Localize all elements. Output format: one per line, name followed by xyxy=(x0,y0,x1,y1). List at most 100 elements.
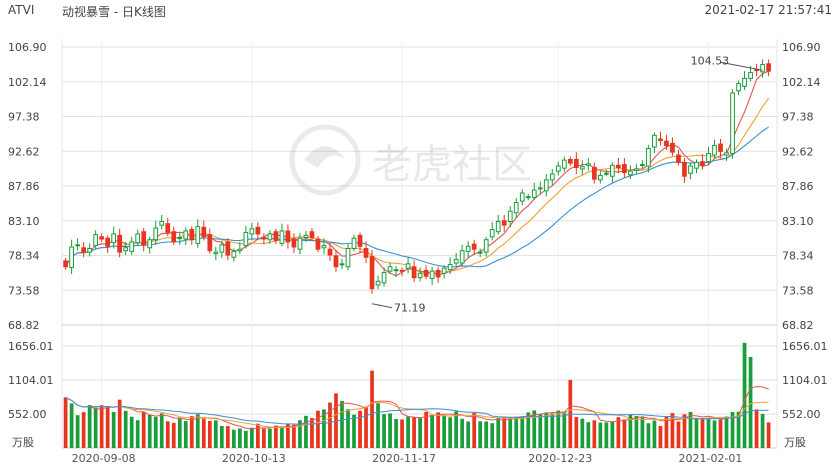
candle-body xyxy=(123,247,129,252)
volume-bar xyxy=(562,411,567,448)
price-tick-label-left: 92.62 xyxy=(8,145,40,158)
volume-bar xyxy=(256,423,260,448)
volume-bar xyxy=(424,411,428,448)
candle-body xyxy=(201,226,207,238)
candle-body xyxy=(561,159,567,169)
volume-bar xyxy=(586,422,591,448)
candle-body xyxy=(333,255,339,268)
date-tick-label: 2020-10-13 xyxy=(222,452,286,465)
volume-bar xyxy=(448,417,453,448)
candle-body xyxy=(255,226,261,235)
candle-body xyxy=(189,229,195,241)
volume-unit-right: 万股 xyxy=(784,436,806,449)
candle-body xyxy=(634,168,639,171)
grid-lines xyxy=(61,39,778,449)
ma20-line xyxy=(65,126,769,268)
volume-bar xyxy=(147,415,152,448)
candle-body xyxy=(111,233,117,244)
watermark: 老虎社区 xyxy=(289,124,532,196)
volume-bar xyxy=(262,428,266,448)
date-tick-label: 2020-09-08 xyxy=(72,452,136,465)
candle-body xyxy=(285,230,291,243)
candle-body xyxy=(171,231,177,243)
price-tick-label-left: 78.34 xyxy=(8,250,40,263)
candle-body xyxy=(640,164,645,167)
volume-bar xyxy=(412,417,416,448)
volume-bar xyxy=(760,413,765,448)
volume-bar xyxy=(394,419,398,448)
volume-bar xyxy=(748,356,753,448)
candlesticks xyxy=(63,59,771,294)
volume-bar xyxy=(580,418,585,448)
candle-body xyxy=(69,246,74,268)
volume-bar xyxy=(75,415,80,448)
price-tick-label-right: 87.86 xyxy=(782,180,814,193)
candle-body xyxy=(411,266,417,279)
chart-title: 动视暴雪 - 日K线图 xyxy=(62,5,166,19)
volume-bar xyxy=(201,418,206,448)
candle-body xyxy=(351,237,357,249)
price-tick-label-left: 83.10 xyxy=(8,215,40,228)
candle-body xyxy=(489,229,495,238)
volume-bar xyxy=(268,428,272,448)
volume-bar xyxy=(556,410,561,448)
volume-bar xyxy=(69,403,74,448)
price-tick-label-right: 78.34 xyxy=(782,250,814,263)
candle-body xyxy=(676,154,681,163)
volume-unit-left: 万股 xyxy=(12,436,34,449)
candle-body xyxy=(339,263,345,266)
volume-bar xyxy=(117,399,122,448)
price-tick-label-right: 102.14 xyxy=(782,76,821,89)
candle-body xyxy=(249,228,255,235)
watermark-logo-mark xyxy=(304,146,346,168)
volume-ma-lines xyxy=(65,386,769,430)
volume-bar xyxy=(237,428,242,448)
candle-body xyxy=(531,189,537,198)
candle-body xyxy=(694,161,699,169)
candle-body xyxy=(63,260,68,268)
stock-symbol: ATVI xyxy=(8,3,35,17)
volume-bar xyxy=(328,402,332,448)
candle-body xyxy=(225,241,231,256)
candle-body xyxy=(375,280,381,286)
timestamp: 2021-02-17 21:57:41 xyxy=(704,3,832,17)
candle-body xyxy=(441,267,447,274)
volume-tick-label-left: 1656.01 xyxy=(8,340,54,353)
candle-body xyxy=(700,161,705,166)
candle-body xyxy=(159,220,165,226)
candle-body xyxy=(591,166,597,180)
candle-body xyxy=(345,247,351,268)
volume-bar xyxy=(346,409,350,448)
candle-body xyxy=(381,272,387,284)
candle-body xyxy=(471,243,477,250)
volume-bar xyxy=(99,405,104,448)
volume-ma10-line xyxy=(65,396,769,429)
volume-bar xyxy=(93,407,98,448)
candle-body xyxy=(567,158,573,164)
candle-body xyxy=(519,192,525,202)
volume-bar xyxy=(472,412,477,448)
candle-body xyxy=(387,266,393,272)
volume-bar xyxy=(718,419,723,448)
volume-bar xyxy=(454,411,459,448)
candle-body xyxy=(357,234,363,247)
high-annotation-label: 104.53 xyxy=(691,54,730,67)
candle-body xyxy=(195,226,201,244)
volume-bar xyxy=(298,420,302,448)
volume-bar xyxy=(280,427,284,448)
volume-bar xyxy=(724,416,729,448)
volume-bar xyxy=(700,418,705,448)
price-tick-label-right: 83.10 xyxy=(782,215,814,228)
volume-bar xyxy=(658,425,663,448)
volume-bar xyxy=(676,421,681,448)
candle-body xyxy=(537,187,543,190)
price-tick-label-left: 97.38 xyxy=(8,111,40,124)
volume-bar xyxy=(213,420,218,448)
volume-bar xyxy=(490,423,495,448)
volume-bar xyxy=(544,412,549,448)
high-annotation-line xyxy=(720,61,763,71)
candle-body xyxy=(93,234,99,247)
volume-bar xyxy=(243,430,248,448)
volume-bar xyxy=(153,416,158,448)
